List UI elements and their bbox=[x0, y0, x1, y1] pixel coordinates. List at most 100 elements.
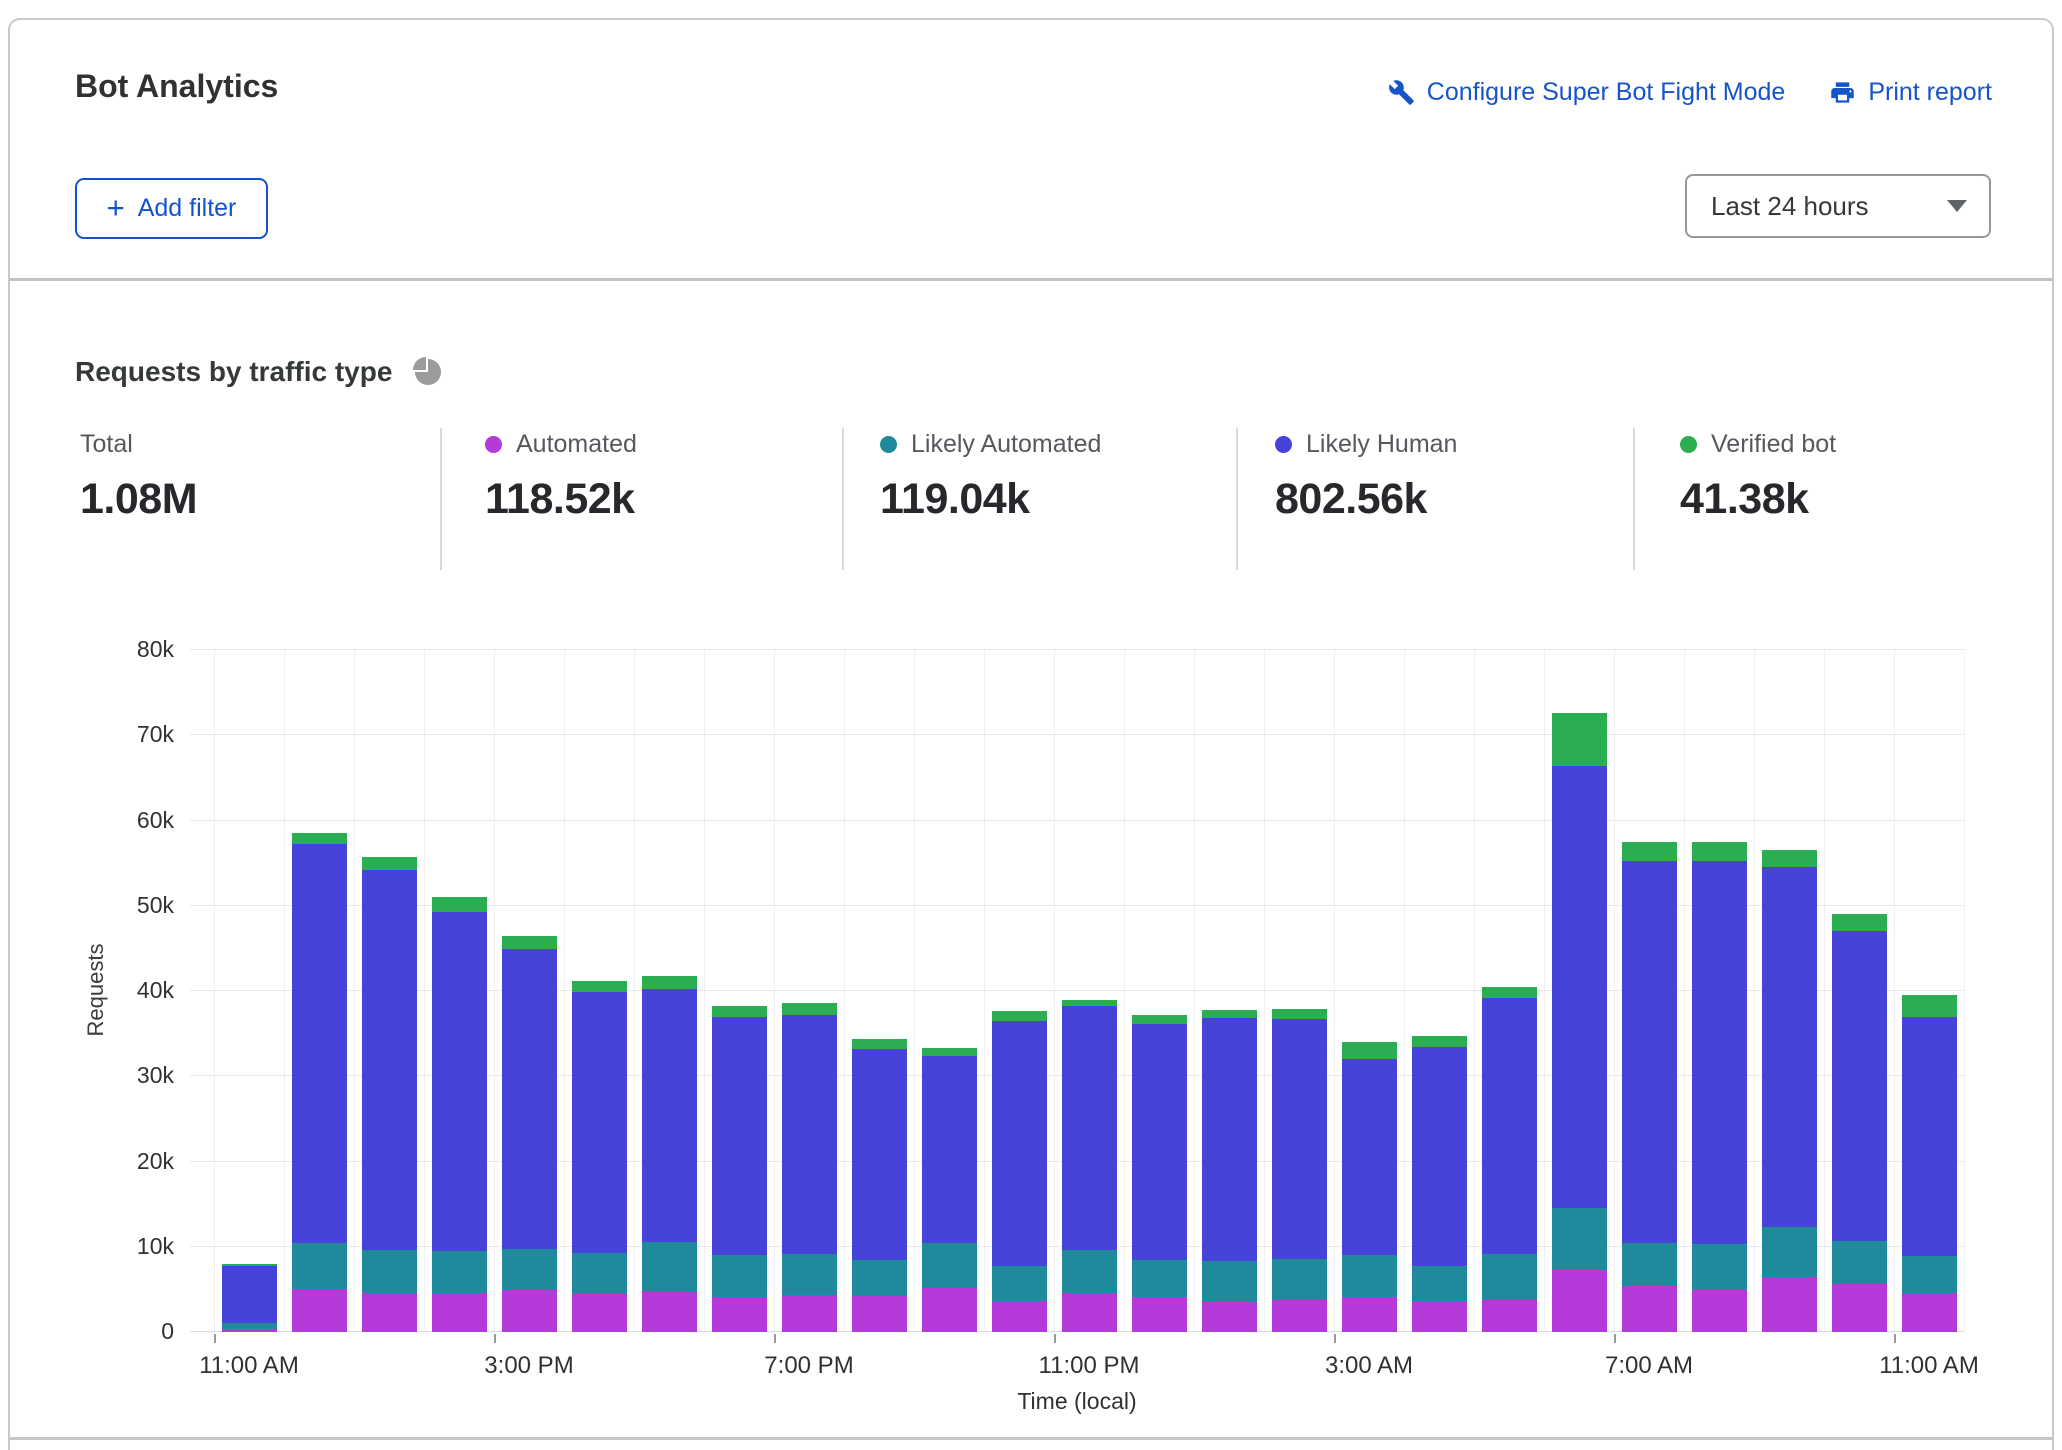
chart-bar[interactable] bbox=[991, 650, 1047, 1332]
chart-bar[interactable] bbox=[291, 650, 347, 1332]
chart-bar[interactable] bbox=[1621, 650, 1677, 1332]
bar-segment-likely-human[interactable] bbox=[1201, 1018, 1257, 1262]
bar-segment-verified-bot[interactable] bbox=[361, 857, 417, 870]
bar-segment-verified-bot[interactable] bbox=[1551, 713, 1607, 766]
chart-bar[interactable] bbox=[1131, 650, 1187, 1332]
bar-segment-likely-automated[interactable] bbox=[1831, 1240, 1887, 1285]
bar-segment-verified-bot[interactable] bbox=[1271, 1008, 1327, 1020]
bar-segment-automated[interactable] bbox=[781, 1295, 837, 1332]
bar-segment-likely-automated[interactable] bbox=[431, 1251, 487, 1293]
time-range-select[interactable]: Last 24 hours bbox=[1685, 174, 1991, 238]
bar-segment-automated[interactable] bbox=[1691, 1290, 1747, 1332]
bar-segment-automated[interactable] bbox=[221, 1328, 277, 1332]
bar-segment-likely-human[interactable] bbox=[921, 1055, 977, 1244]
bar-segment-likely-automated[interactable] bbox=[1691, 1244, 1747, 1291]
bar-segment-likely-automated[interactable] bbox=[1761, 1227, 1817, 1278]
bar-segment-likely-automated[interactable] bbox=[1131, 1259, 1187, 1298]
bar-segment-automated[interactable] bbox=[1831, 1284, 1887, 1332]
chart-bar[interactable] bbox=[1271, 650, 1327, 1332]
bar-segment-likely-human[interactable] bbox=[221, 1266, 277, 1324]
bar-segment-automated[interactable] bbox=[711, 1297, 767, 1332]
bar-segment-likely-automated[interactable] bbox=[1411, 1265, 1467, 1302]
bar-segment-verified-bot[interactable] bbox=[991, 1010, 1047, 1021]
bar-segment-automated[interactable] bbox=[571, 1293, 627, 1332]
bar-segment-verified-bot[interactable] bbox=[1201, 1009, 1257, 1019]
chart-bar[interactable] bbox=[1481, 650, 1537, 1332]
bar-segment-verified-bot[interactable] bbox=[641, 975, 697, 990]
bar-segment-automated[interactable] bbox=[1621, 1285, 1677, 1332]
bar-segment-likely-human[interactable] bbox=[1481, 997, 1537, 1254]
bar-segment-likely-human[interactable] bbox=[571, 991, 627, 1253]
bar-segment-likely-automated[interactable] bbox=[1621, 1242, 1677, 1286]
bar-segment-likely-human[interactable] bbox=[851, 1048, 907, 1261]
bar-segment-verified-bot[interactable] bbox=[711, 1005, 767, 1018]
bar-segment-likely-automated[interactable] bbox=[1481, 1253, 1537, 1300]
bar-segment-likely-human[interactable] bbox=[1131, 1024, 1187, 1260]
bar-segment-likely-human[interactable] bbox=[291, 843, 347, 1244]
chart-bar[interactable] bbox=[1761, 650, 1817, 1332]
bar-segment-likely-human[interactable] bbox=[1621, 860, 1677, 1243]
bar-segment-automated[interactable] bbox=[1481, 1299, 1537, 1332]
chart-bar[interactable] bbox=[1551, 650, 1607, 1332]
bar-segment-likely-human[interactable] bbox=[501, 949, 557, 1250]
bar-segment-verified-bot[interactable] bbox=[1691, 841, 1747, 861]
bar-segment-verified-bot[interactable] bbox=[431, 897, 487, 912]
bar-segment-automated[interactable] bbox=[1761, 1277, 1817, 1332]
bar-segment-automated[interactable] bbox=[431, 1292, 487, 1332]
bar-segment-likely-human[interactable] bbox=[1061, 1006, 1117, 1251]
bar-segment-likely-automated[interactable] bbox=[1271, 1258, 1327, 1301]
bar-segment-likely-human[interactable] bbox=[1551, 765, 1607, 1209]
bar-segment-likely-human[interactable] bbox=[781, 1014, 837, 1254]
bar-segment-automated[interactable] bbox=[1271, 1300, 1327, 1332]
chart-bar[interactable] bbox=[1691, 650, 1747, 1332]
bar-segment-automated[interactable] bbox=[1131, 1297, 1187, 1332]
bar-segment-automated[interactable] bbox=[991, 1301, 1047, 1332]
bar-segment-likely-automated[interactable] bbox=[851, 1260, 907, 1297]
bar-segment-automated[interactable] bbox=[1341, 1297, 1397, 1332]
bar-segment-likely-human[interactable] bbox=[641, 989, 697, 1242]
configure-super-bot-fight-mode-link[interactable]: Configure Super Bot Fight Mode bbox=[1388, 78, 1785, 107]
bar-segment-verified-bot[interactable] bbox=[1901, 995, 1957, 1017]
bar-segment-automated[interactable] bbox=[361, 1292, 417, 1332]
bar-segment-automated[interactable] bbox=[1201, 1302, 1257, 1332]
bar-segment-automated[interactable] bbox=[1061, 1292, 1117, 1332]
bar-segment-automated[interactable] bbox=[291, 1288, 347, 1332]
bar-segment-verified-bot[interactable] bbox=[1481, 986, 1537, 998]
add-filter-button[interactable]: + Add filter bbox=[75, 178, 268, 239]
bar-segment-verified-bot[interactable] bbox=[1411, 1036, 1467, 1048]
chart-bar[interactable] bbox=[711, 650, 767, 1332]
bar-segment-likely-automated[interactable] bbox=[711, 1255, 767, 1298]
bar-segment-likely-human[interactable] bbox=[991, 1020, 1047, 1266]
bar-segment-verified-bot[interactable] bbox=[221, 1263, 277, 1267]
bar-segment-likely-automated[interactable] bbox=[571, 1252, 627, 1294]
bar-segment-verified-bot[interactable] bbox=[571, 980, 627, 992]
bar-segment-verified-bot[interactable] bbox=[921, 1048, 977, 1056]
bar-segment-likely-human[interactable] bbox=[1411, 1047, 1467, 1266]
chart-bar[interactable] bbox=[431, 650, 487, 1332]
bar-segment-likely-automated[interactable] bbox=[221, 1323, 277, 1329]
bar-segment-likely-automated[interactable] bbox=[921, 1243, 977, 1288]
bar-segment-likely-human[interactable] bbox=[1761, 866, 1817, 1228]
bar-segment-likely-human[interactable] bbox=[1901, 1016, 1957, 1257]
chart-bar[interactable] bbox=[1901, 650, 1957, 1332]
bar-segment-automated[interactable] bbox=[1551, 1269, 1607, 1332]
chart-bar[interactable] bbox=[221, 650, 277, 1332]
bar-segment-likely-human[interactable] bbox=[1691, 860, 1747, 1245]
bar-segment-likely-automated[interactable] bbox=[1061, 1250, 1117, 1293]
bar-segment-likely-human[interactable] bbox=[711, 1017, 767, 1256]
bar-segment-likely-automated[interactable] bbox=[291, 1243, 347, 1289]
chart-bar[interactable] bbox=[851, 650, 907, 1332]
bar-segment-verified-bot[interactable] bbox=[851, 1038, 907, 1049]
bar-segment-likely-human[interactable] bbox=[1271, 1019, 1327, 1259]
bar-segment-likely-automated[interactable] bbox=[781, 1253, 837, 1296]
print-report-link[interactable]: Print report bbox=[1829, 78, 1992, 107]
chart-bar[interactable] bbox=[1831, 650, 1887, 1332]
bar-segment-likely-automated[interactable] bbox=[1201, 1261, 1257, 1303]
chart-bar[interactable] bbox=[1411, 650, 1467, 1332]
bar-segment-likely-automated[interactable] bbox=[501, 1249, 557, 1291]
chart-bar[interactable] bbox=[571, 650, 627, 1332]
bar-segment-verified-bot[interactable] bbox=[781, 1002, 837, 1015]
chart-bar[interactable] bbox=[1061, 650, 1117, 1332]
bar-segment-verified-bot[interactable] bbox=[1061, 999, 1117, 1007]
bar-segment-verified-bot[interactable] bbox=[1761, 850, 1817, 867]
